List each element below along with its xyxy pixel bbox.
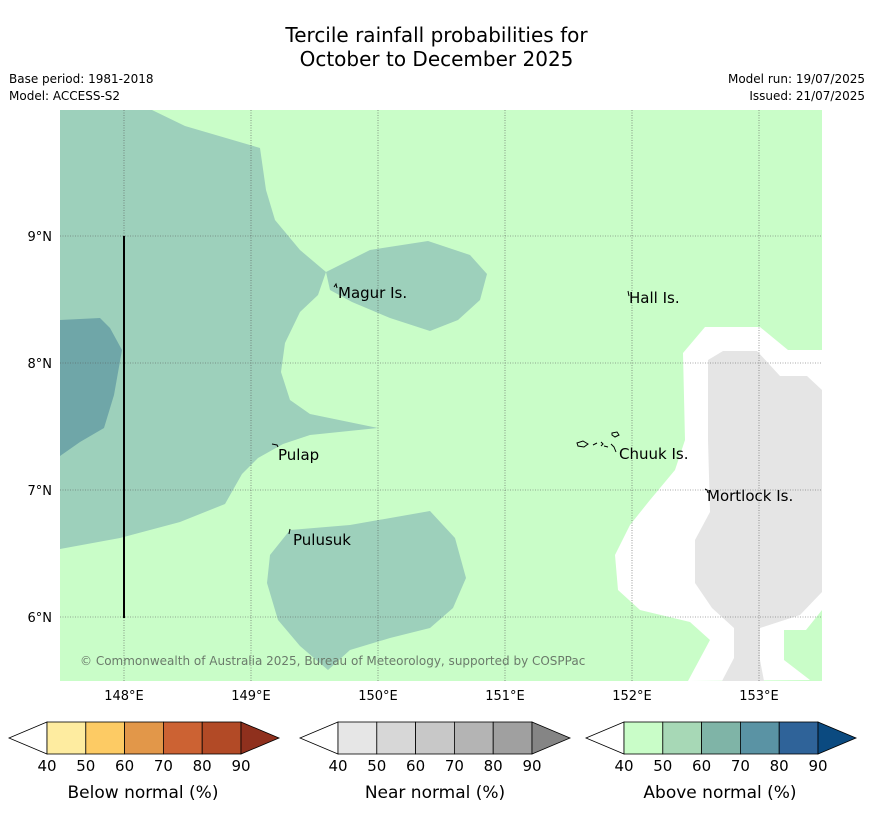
near-normal-50-region bbox=[695, 351, 822, 681]
colorbar-extend-low bbox=[7, 721, 48, 755]
colorbar-title: Above normal (%) bbox=[643, 783, 796, 803]
colorbar-tick-label: 50 bbox=[367, 757, 386, 775]
colorbar-tick-label: 80 bbox=[484, 757, 503, 775]
colorbar-swatch bbox=[492, 721, 533, 755]
colorbar-swatch bbox=[46, 721, 87, 755]
base-period: Base period: 1981-2018 bbox=[9, 72, 154, 86]
colorbar-tick-label: 40 bbox=[37, 757, 56, 775]
colorbar-title: Below normal (%) bbox=[68, 783, 219, 803]
colorbar-swatch bbox=[453, 721, 494, 755]
colorbar-tick-label: 70 bbox=[731, 757, 750, 775]
colorbar-extend-low bbox=[298, 721, 339, 755]
longitude-labels: 148°E 149°E 150°E 151°E 152°E 153°E bbox=[104, 689, 779, 704]
longitude-label: 151°E bbox=[485, 689, 525, 704]
island-mark-pulusuk bbox=[288, 528, 291, 535]
colorbar-tick-label: 40 bbox=[328, 757, 347, 775]
island-marks bbox=[271, 282, 709, 535]
colorbar-tick-label: 70 bbox=[445, 757, 464, 775]
island-mark-magur bbox=[333, 282, 338, 289]
colorbar-swatch bbox=[662, 721, 702, 755]
colorbar-extend-high bbox=[817, 721, 858, 755]
longitude-label: 152°E bbox=[612, 689, 652, 704]
colorbar-tick-label: 60 bbox=[115, 757, 134, 775]
colorbar-near: 40 50 60 70 80 90 Near normal (%) bbox=[298, 721, 572, 803]
title-line-1: Tercile rainfall probabilities for bbox=[285, 23, 588, 47]
colorbar-swatch bbox=[740, 721, 780, 755]
place-label-chuuk: Chuuk Is. bbox=[619, 445, 688, 463]
meta-right: Model run: 19/07/2025 Issued: 21/07/2025 bbox=[728, 71, 865, 105]
colorbar-swatch bbox=[623, 721, 664, 755]
colorbar-tick-label: 50 bbox=[653, 757, 672, 775]
place-label-pulusuk: Pulusuk bbox=[293, 531, 351, 549]
colorbar-swatch bbox=[162, 721, 203, 755]
longitude-label: 149°E bbox=[231, 689, 271, 704]
colorbar-extend-high bbox=[240, 721, 281, 755]
colorbar-tick-label: 60 bbox=[406, 757, 425, 775]
longitude-label: 153°E bbox=[739, 689, 779, 704]
title-line-2: October to December 2025 bbox=[299, 47, 574, 71]
above-normal-50-region-magur bbox=[326, 241, 487, 331]
latitude-label: 7°N bbox=[28, 484, 53, 499]
longitude-label: 150°E bbox=[358, 689, 398, 704]
above-normal-50-region-south bbox=[267, 511, 466, 670]
latitude-labels: 9°N 8°N 7°N 6°N bbox=[28, 230, 53, 626]
island-mark-chuuk bbox=[576, 431, 620, 453]
model-name: Model: ACCESS-S2 bbox=[9, 89, 121, 103]
colorbar-swatch bbox=[201, 721, 242, 755]
colorbar-tick-label: 40 bbox=[614, 757, 633, 775]
colorbar-swatch bbox=[337, 721, 378, 755]
colorbar-below: 40 50 60 70 80 90 Below normal (%) bbox=[7, 721, 281, 803]
colorbar-swatch bbox=[701, 721, 741, 755]
colorbar-tick-label: 90 bbox=[808, 757, 827, 775]
latitude-label: 9°N bbox=[28, 230, 53, 245]
place-label-magur: Magur Is. bbox=[338, 284, 407, 302]
place-label-pulap: Pulap bbox=[278, 446, 319, 464]
place-label-mortlock: Mortlock Is. bbox=[707, 487, 793, 505]
colorbar-tick-label: 80 bbox=[193, 757, 212, 775]
colorbar-swatch bbox=[415, 721, 455, 755]
colorbar-title: Near normal (%) bbox=[365, 783, 505, 803]
meta-left: Base period: 1981-2018 Model: ACCESS-S2 bbox=[9, 71, 154, 105]
colorbar-swatch bbox=[376, 721, 416, 755]
model-run: Model run: 19/07/2025 bbox=[727, 72, 865, 86]
latitude-label: 6°N bbox=[28, 611, 53, 626]
colorbar-swatch bbox=[85, 721, 126, 755]
colorbar-above: 40 50 60 70 80 90 Above normal (%) bbox=[584, 721, 858, 803]
island-mark-hall bbox=[627, 290, 630, 297]
copyright-notice: © Commonwealth of Australia 2025, Bureau… bbox=[80, 654, 585, 668]
island-mark-pulap bbox=[271, 443, 279, 448]
island-mark-mortlock bbox=[704, 488, 709, 494]
place-label-hall: Hall Is. bbox=[629, 289, 680, 307]
colorbar-tick-label: 70 bbox=[154, 757, 173, 775]
colorbar-swatch bbox=[124, 721, 164, 755]
colorbar-extend-high bbox=[531, 721, 572, 755]
colorbars: 40 50 60 70 80 90 Below normal (%) 40 50 60 70 80 90… bbox=[7, 721, 858, 803]
colorbar-tick-label: 50 bbox=[76, 757, 95, 775]
map-area bbox=[60, 110, 822, 681]
issued-date: Issued: 21/07/2025 bbox=[749, 89, 865, 103]
longitude-label: 148°E bbox=[104, 689, 144, 704]
colorbar-swatch bbox=[778, 721, 819, 755]
above-normal-60-region bbox=[60, 318, 122, 456]
latitude-label: 8°N bbox=[28, 357, 53, 372]
above-normal-50-region-west bbox=[60, 110, 378, 549]
colorbar-tick-label: 80 bbox=[770, 757, 789, 775]
colorbar-tick-label: 90 bbox=[231, 757, 250, 775]
colorbar-tick-label: 60 bbox=[692, 757, 711, 775]
colorbar-tick-label: 90 bbox=[522, 757, 541, 775]
colorbar-extend-low bbox=[584, 721, 625, 755]
